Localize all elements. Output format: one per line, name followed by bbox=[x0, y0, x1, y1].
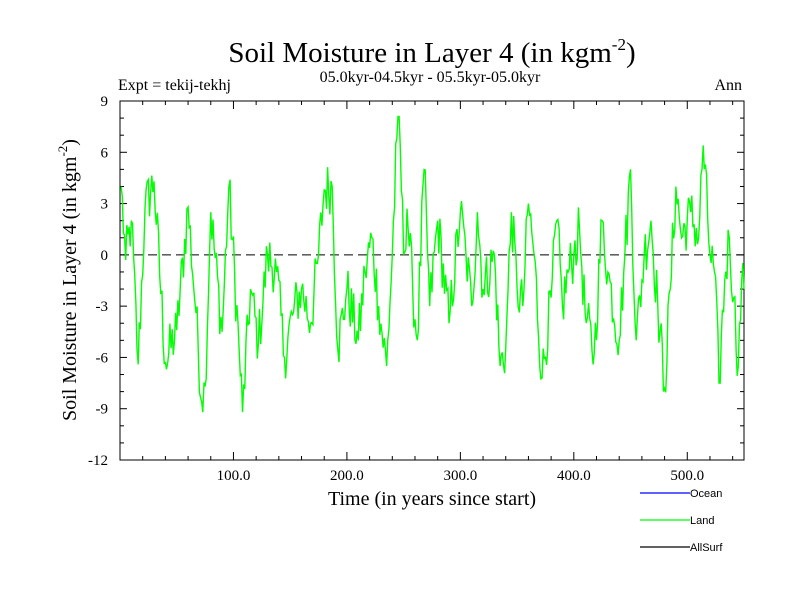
experiment-label: Expt = tekij-tekhj bbox=[118, 77, 231, 94]
legend-label-land: Land bbox=[690, 515, 714, 527]
y-tick-label: -12 bbox=[88, 453, 108, 469]
x-tick-label: 200.0 bbox=[330, 468, 364, 484]
x-axis: 100.0 200.0 300.0 400.0 500.0 bbox=[142, 101, 734, 484]
y-tick-label: 9 bbox=[101, 94, 109, 110]
series-line-land bbox=[120, 115, 745, 413]
chart-title: Soil Moisture in Layer 4 (in kgm-2) bbox=[228, 35, 635, 69]
x-tick-label: 100.0 bbox=[217, 468, 251, 484]
chart-subtitle: 05.0kyr-04.5kyr - 05.5kyr-05.0kyr bbox=[320, 69, 541, 86]
y-tick-label: 3 bbox=[101, 197, 109, 213]
y-tick-label: 6 bbox=[101, 145, 109, 161]
x-tick-label: 300.0 bbox=[443, 468, 477, 484]
legend-label-ocean: Ocean bbox=[690, 488, 722, 500]
y-tick-label: 0 bbox=[101, 248, 109, 264]
legend: Ocean Land AllSurf bbox=[640, 488, 723, 554]
x-tick-label: 400.0 bbox=[557, 468, 591, 484]
y-axis: -12 -9 -6 -3 0 3 6 9 bbox=[88, 94, 744, 469]
y-tick-label: -6 bbox=[96, 350, 109, 366]
y-axis-label: Soil Moisture in Layer 4 (in kgm-2) bbox=[55, 139, 81, 421]
x-axis-label: Time (in years since start) bbox=[328, 488, 536, 510]
y-tick-label: -3 bbox=[96, 299, 109, 315]
series-group bbox=[120, 115, 745, 413]
legend-label-allsurf: AllSurf bbox=[690, 542, 723, 554]
x-tick-label: 500.0 bbox=[670, 468, 704, 484]
season-label: Ann bbox=[714, 77, 742, 94]
y-tick-label: -9 bbox=[96, 402, 109, 418]
